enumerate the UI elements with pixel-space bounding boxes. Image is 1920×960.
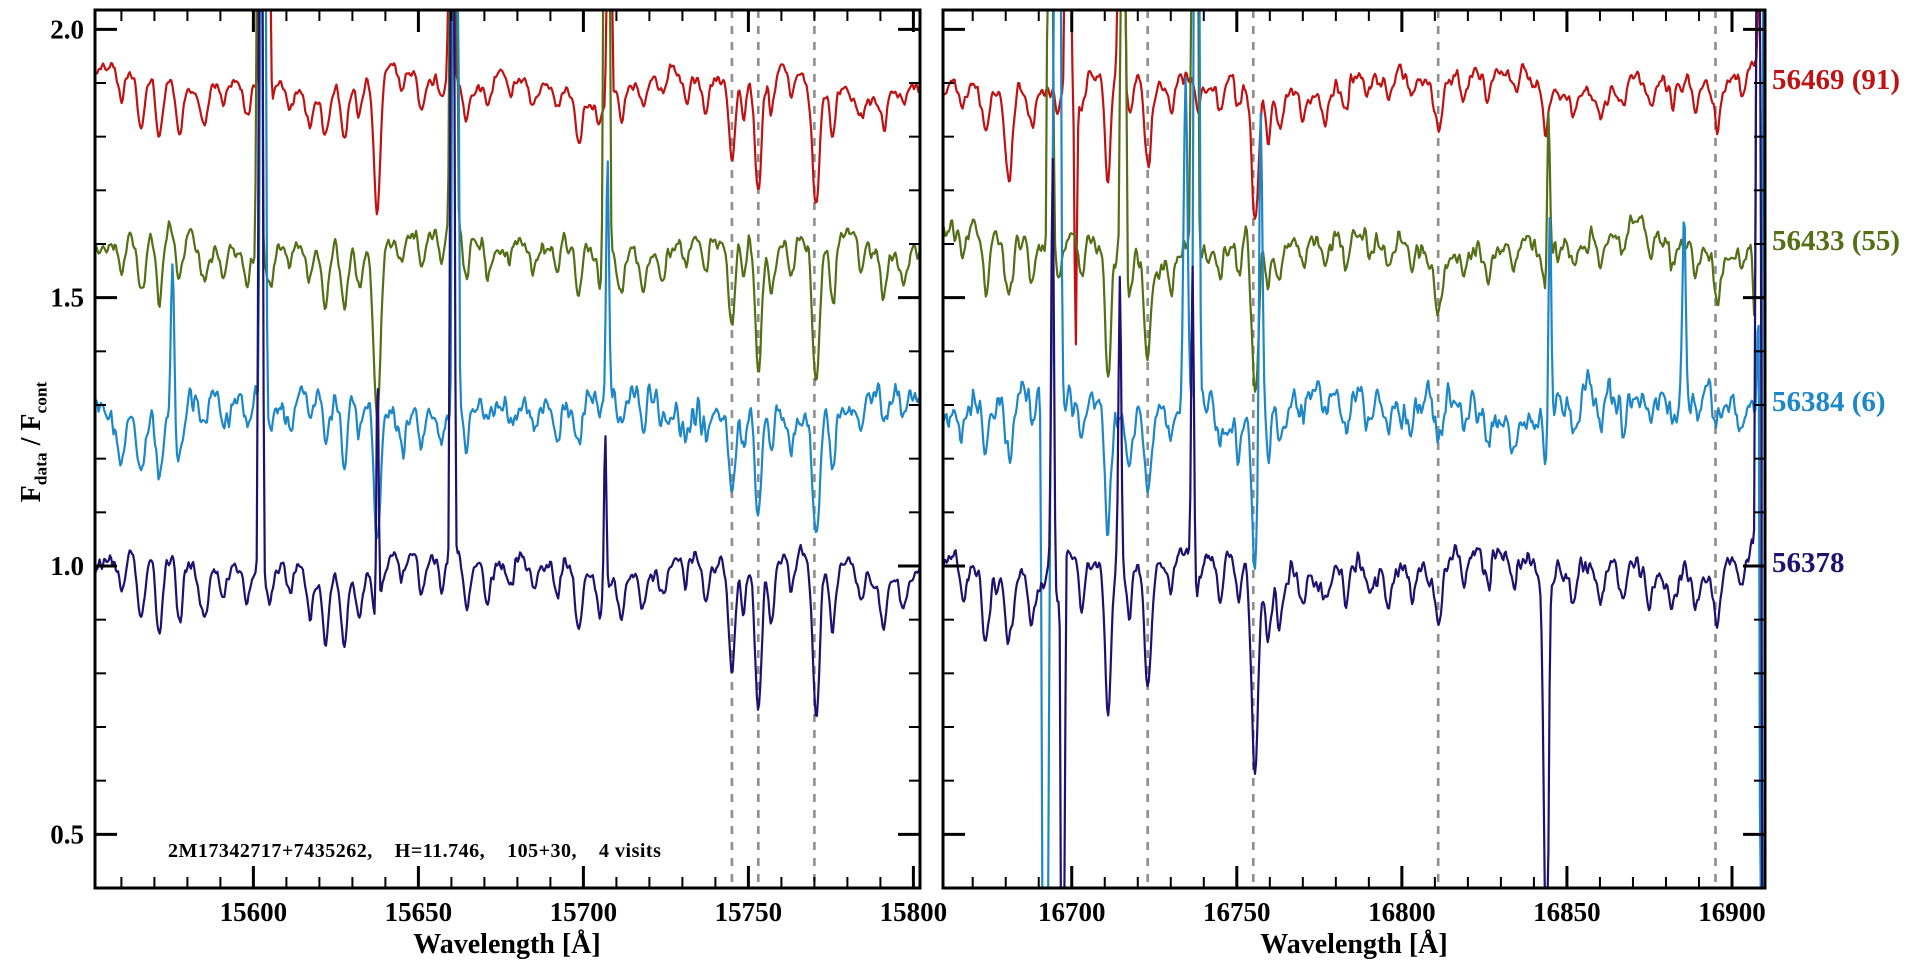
x-tick-label: 16850 (1533, 897, 1601, 927)
axis-ticks-left (95, 10, 920, 888)
panel-right: 16700 16750 16800 16850 16900 (941, 8, 1767, 927)
x-tick-label: 16750 (1203, 897, 1271, 927)
y-tick-label: 2.0 (50, 14, 84, 44)
x-tick-label: 16800 (1368, 897, 1436, 927)
panel-frame-right (941, 8, 1767, 890)
spectrum-56433-left (95, 10, 920, 418)
x-tick-label: 16900 (1698, 897, 1766, 927)
series-label-56469: 56469 (91) (1772, 63, 1901, 96)
x-tick-label: 15800 (880, 897, 948, 927)
spectrum-56433-right (943, 10, 1765, 393)
series-label-56378: 56378 (1772, 546, 1845, 579)
y-axis-label-mid: / F (16, 413, 47, 453)
x-tick-label: 15750 (715, 897, 783, 927)
spectrum-56384-right (943, 10, 1765, 888)
series-label-56433: 56433 (55) (1772, 224, 1901, 257)
panel-left: 15600 15650 15700 15750 15800 (93, 8, 948, 927)
y-tick-label: 0.5 (50, 819, 84, 849)
x-tick-label: 15650 (385, 897, 453, 927)
spectrum-56384-left (95, 10, 920, 540)
spectrum-56469-right (943, 10, 1760, 346)
y-tick-labels: 0.5 1.0 1.5 2.0 (50, 14, 84, 849)
spectrum-56469-left (95, 10, 920, 216)
x-axis-label-left: Wavelength [Å] (413, 929, 601, 960)
panel-frame-left (93, 8, 922, 890)
x-tick-labels-right: 16700 16750 16800 16850 16900 (1038, 897, 1766, 927)
y-axis-label: Fdata / Fcont (12, 322, 52, 562)
y-axis-label-sub2: cont (31, 381, 51, 414)
x-tick-label: 16700 (1038, 897, 1106, 927)
x-tick-label: 15700 (550, 897, 618, 927)
axis-ticks-right (943, 10, 1765, 888)
y-axis-label-f1: F (16, 485, 47, 503)
spectrum-56378-left (95, 10, 920, 717)
x-tick-label: 15600 (220, 897, 288, 927)
y-axis-label-sub1: data (31, 452, 51, 486)
spectrum-56378-right (943, 10, 1764, 888)
annotation-target-info: 2M17342717+7435262, H=11.746, 105+30, 4 … (168, 840, 662, 862)
x-axis-label-right: Wavelength [Å] (1260, 929, 1448, 960)
y-tick-label: 1.5 (50, 283, 84, 313)
y-tick-label: 1.0 (50, 551, 84, 581)
series-label-56384: 56384 (6) (1772, 385, 1886, 418)
x-tick-labels-left: 15600 15650 15700 15750 15800 (220, 897, 948, 927)
